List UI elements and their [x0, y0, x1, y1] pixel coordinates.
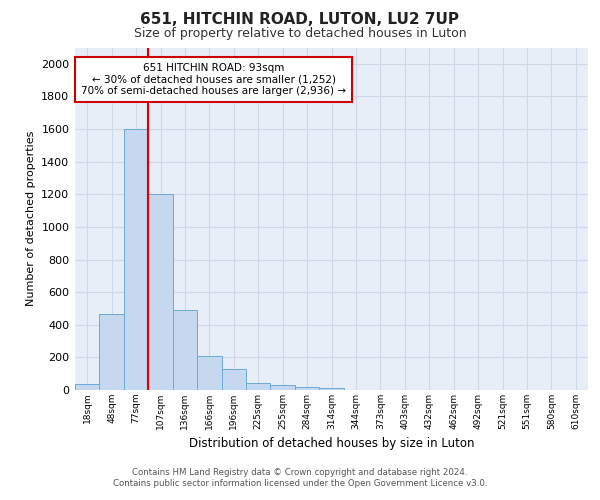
Bar	[319, 388, 344, 390]
Text: 651, HITCHIN ROAD, LUTON, LU2 7UP: 651, HITCHIN ROAD, LUTON, LU2 7UP	[140, 12, 460, 28]
Bar	[100, 314, 124, 390]
Bar	[75, 384, 100, 390]
Text: Size of property relative to detached houses in Luton: Size of property relative to detached ho…	[134, 28, 466, 40]
Text: Contains HM Land Registry data © Crown copyright and database right 2024.
Contai: Contains HM Land Registry data © Crown c…	[113, 468, 487, 487]
Bar	[124, 129, 148, 390]
Bar	[197, 356, 221, 390]
Bar	[295, 386, 319, 390]
Bar	[271, 385, 295, 390]
Y-axis label: Number of detached properties: Number of detached properties	[26, 131, 36, 306]
Bar	[173, 310, 197, 390]
Bar	[148, 194, 173, 390]
Text: 651 HITCHIN ROAD: 93sqm
← 30% of detached houses are smaller (1,252)
70% of semi: 651 HITCHIN ROAD: 93sqm ← 30% of detache…	[81, 63, 346, 96]
Bar	[221, 369, 246, 390]
X-axis label: Distribution of detached houses by size in Luton: Distribution of detached houses by size …	[189, 438, 474, 450]
Bar	[246, 382, 271, 390]
